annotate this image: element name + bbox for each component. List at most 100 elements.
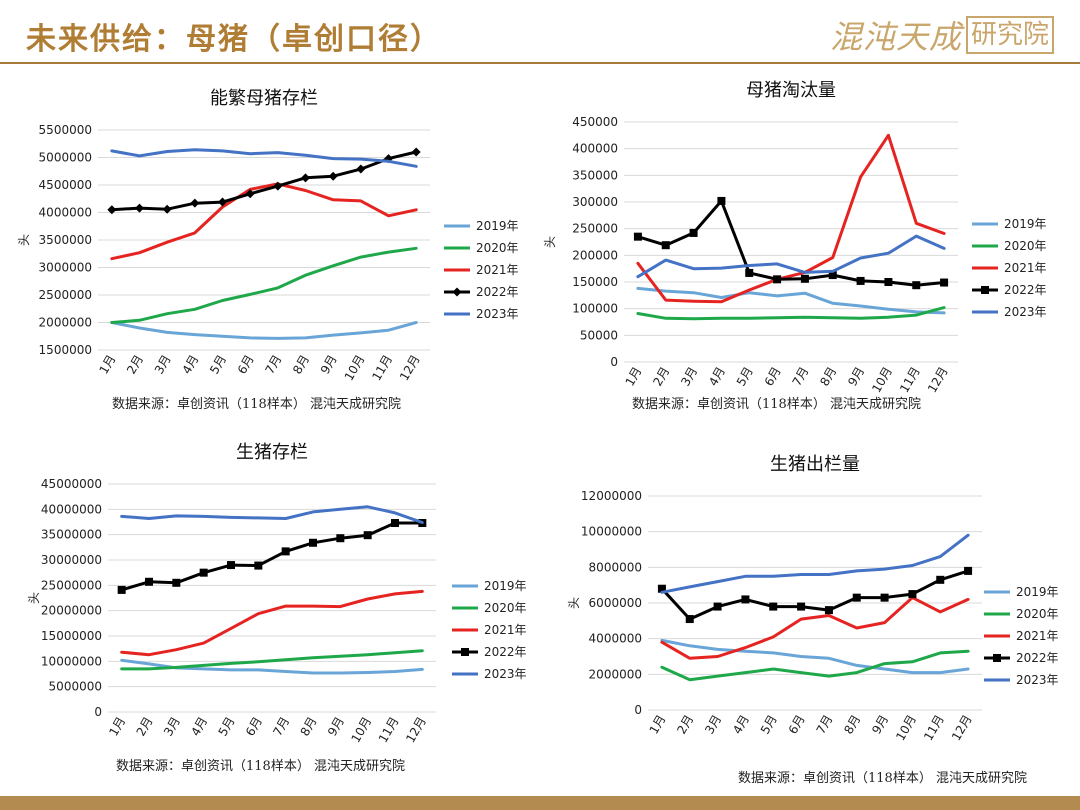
series-line	[636, 234, 946, 279]
data-point	[689, 228, 698, 237]
chart-svg: 生猪存栏 0 5000000 10000000 15000000 20000000 2500…	[27, 442, 527, 774]
legend-label: 2021年	[1016, 629, 1059, 643]
header-divider	[0, 62, 1080, 64]
data-point	[162, 204, 172, 214]
legend-label: 2021年	[1004, 261, 1047, 275]
series-line	[110, 321, 418, 340]
y-tick-label: 25000000	[41, 578, 102, 592]
x-tick-label: 2月	[674, 713, 696, 737]
x-tick-label: 2月	[124, 353, 146, 377]
x-tick-label: 2月	[650, 365, 672, 389]
data-point	[199, 568, 208, 577]
source-note: 数据来源：卓创资讯（118样本） 混沌天成研究院	[632, 397, 921, 412]
y-tick-label: 300000	[572, 195, 618, 209]
legend-label: 2019年	[1004, 217, 1047, 231]
data-point	[254, 561, 263, 570]
legend-label: 2022年	[484, 645, 527, 659]
legend-label: 2021年	[484, 623, 527, 637]
legend-label: 2023年	[476, 307, 519, 321]
series-line	[110, 148, 418, 168]
y-tick-label: 450000	[572, 115, 618, 129]
legend-label: 2019年	[1016, 585, 1059, 599]
series-line	[110, 246, 418, 324]
y-tick-label: 20000000	[41, 604, 102, 618]
legend-label: 2023年	[1016, 673, 1059, 687]
data-point	[824, 606, 833, 615]
y-tick-label: 50000	[580, 328, 618, 342]
y-tick-label: 4000000	[39, 206, 92, 220]
legend-label: 2020年	[1016, 607, 1059, 621]
y-tick-label: 200000	[572, 248, 618, 262]
data-point	[301, 173, 310, 183]
data-point	[107, 205, 117, 215]
series-line	[636, 133, 946, 304]
data-point	[245, 189, 255, 199]
series-line	[660, 569, 970, 621]
data-point	[713, 602, 722, 611]
chart-svg: 生猪出栏量 0 2000000 4000000 6000000 8000000 100000…	[567, 454, 1059, 786]
legend-label: 2022年	[1016, 651, 1059, 665]
legend-marker	[461, 648, 469, 656]
y-tick-label: 6000000	[589, 596, 642, 610]
data-point	[172, 578, 181, 587]
chart-hog-slaughter: 生猪出栏量 0 2000000 4000000 6000000 8000000 100000…	[548, 432, 1068, 794]
chart-svg: 母猪淘汰量 0 50000 100000 150000 200000 250000 30000…	[543, 80, 1047, 412]
series-line	[120, 589, 424, 657]
legend-marker	[452, 287, 462, 297]
data-point	[800, 274, 809, 283]
data-point	[411, 147, 421, 157]
x-tick-label: 9月	[869, 713, 891, 737]
x-tick-label: 7月	[262, 353, 284, 377]
data-point	[328, 171, 338, 181]
y-tick-label: 100000	[572, 302, 618, 316]
data-point	[797, 602, 806, 611]
series-line	[660, 649, 970, 682]
y-tick-label: 250000	[572, 222, 618, 236]
data-point	[773, 275, 782, 284]
data-point	[336, 534, 345, 543]
x-tick-label: 12月	[403, 715, 429, 746]
logo-box: 研究院	[965, 16, 1054, 54]
chart-svg: 能繁母猪存栏 1500000 2000000 2500000 3000000 350000…	[17, 88, 519, 412]
data-point	[356, 164, 366, 174]
x-tick-label: 4月	[730, 713, 752, 737]
data-point	[218, 197, 227, 207]
y-tick-label: 5500000	[39, 123, 92, 137]
x-tick-label: 4月	[188, 715, 210, 739]
legend-label: 2020年	[484, 601, 527, 615]
y-tick-label: 5000000	[49, 680, 102, 694]
data-point	[741, 595, 750, 604]
data-point	[880, 593, 889, 602]
y-tick-label: 10000000	[581, 525, 642, 539]
x-tick-label: 1月	[96, 353, 118, 377]
x-tick-label: 8月	[841, 713, 863, 737]
y-tick-label: 0	[634, 703, 642, 717]
y-tick-label: 2000000	[39, 316, 92, 330]
data-point	[384, 154, 393, 164]
x-tick-label: 1月	[647, 713, 669, 737]
y-tick-label: 4500000	[39, 178, 92, 192]
legend-label: 2022年	[476, 285, 519, 299]
y-tick-label: 350000	[572, 168, 618, 182]
legend-label: 2019年	[484, 579, 527, 593]
legend-marker	[993, 654, 1001, 662]
y-tick-label: 2000000	[589, 667, 642, 681]
data-point	[852, 593, 861, 602]
series-line	[120, 505, 424, 524]
data-point	[856, 276, 865, 285]
y-tick-label: 15000000	[41, 629, 102, 643]
y-axis-label: 头	[17, 234, 31, 246]
x-tick-label: 12月	[925, 365, 951, 396]
data-point	[309, 538, 317, 547]
y-tick-label: 3500000	[39, 233, 92, 247]
x-tick-label: 6月	[243, 715, 265, 739]
legend-label: 2020年	[476, 241, 519, 255]
y-tick-label: 12000000	[581, 489, 642, 503]
x-tick-label: 1月	[623, 365, 645, 389]
x-tick-label: 3月	[702, 713, 724, 737]
x-tick-label: 6月	[235, 353, 257, 377]
x-tick-label: 8月	[290, 353, 312, 377]
x-tick-label: 5月	[216, 715, 238, 739]
source-note: 数据来源：卓创资讯（118样本） 混沌天成研究院	[116, 759, 405, 774]
chart-title: 生猪存栏	[236, 442, 308, 463]
